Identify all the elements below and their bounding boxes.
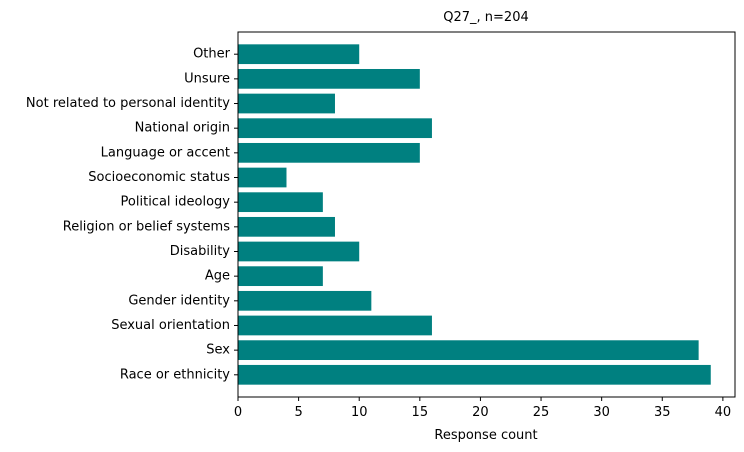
y-tick-label: Not related to personal identity [26, 96, 230, 111]
bar-sexual-orientation [238, 315, 432, 336]
bar-language-or-accent [238, 142, 420, 163]
bar-age [238, 266, 323, 287]
x-tick-label: 20 [472, 405, 489, 420]
bar-race-or-ethnicity [238, 364, 711, 385]
y-tick-label: Age [205, 269, 230, 284]
y-tick-label: Socioeconomic status [88, 170, 230, 185]
x-tick-label: 35 [654, 405, 671, 420]
plot-frame [237, 31, 736, 398]
bar-political-ideology [238, 192, 323, 213]
bar-socioeconomic-status [238, 167, 287, 188]
y-tick-label: Religion or belief systems [63, 219, 230, 234]
bar-disability [238, 241, 360, 262]
x-tick-label: 5 [294, 405, 302, 420]
y-tick-label: Unsure [184, 71, 230, 86]
bar-sex [238, 340, 699, 361]
chart-title: Q27_, n=204 [443, 10, 528, 25]
bar-other [238, 44, 360, 65]
y-tick-label: National origin [135, 121, 230, 136]
x-axis-title: Response count [434, 428, 537, 443]
x-axis: 0 5 10 15 20 25 30 35 40 [234, 397, 731, 420]
bar-not-related-to-personal-identity [238, 93, 335, 114]
y-tick-label: Sexual orientation [111, 318, 230, 333]
y-tick-label: Language or accent [101, 145, 230, 160]
bar-national-origin [238, 118, 432, 139]
bar-gender-identity [238, 290, 372, 311]
x-tick-label: 10 [351, 405, 368, 420]
bars-group [238, 44, 711, 385]
x-tick-label: 40 [715, 405, 732, 420]
bar-religion-or-belief-systems [238, 216, 335, 237]
x-tick-label: 0 [234, 405, 242, 420]
x-tick-label: 25 [533, 405, 550, 420]
y-tick-label: Gender identity [128, 293, 230, 308]
bar-unsure [238, 68, 420, 89]
x-tick-label: 30 [593, 405, 610, 420]
y-tick-label: Political ideology [121, 195, 231, 210]
x-tick-label: 15 [412, 405, 429, 420]
y-tick-label: Race or ethnicity [120, 367, 230, 382]
y-tick-label: Sex [206, 343, 230, 358]
y-tick-label: Disability [170, 244, 231, 259]
y-tick-label: Other [193, 47, 231, 62]
y-axis: Race or ethnicity Sex Sexual orientation Ge… [26, 47, 238, 382]
